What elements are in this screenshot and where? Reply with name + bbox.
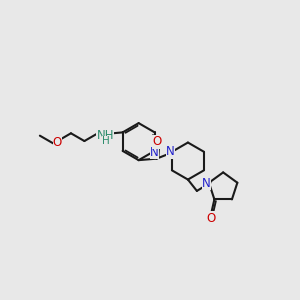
Text: N: N xyxy=(202,177,211,190)
Text: O: O xyxy=(207,212,216,225)
Text: N: N xyxy=(150,146,159,159)
Text: N: N xyxy=(166,145,175,158)
Text: NH: NH xyxy=(97,129,114,142)
Text: O: O xyxy=(53,136,62,149)
Text: O: O xyxy=(153,135,162,148)
Text: H: H xyxy=(102,136,110,146)
